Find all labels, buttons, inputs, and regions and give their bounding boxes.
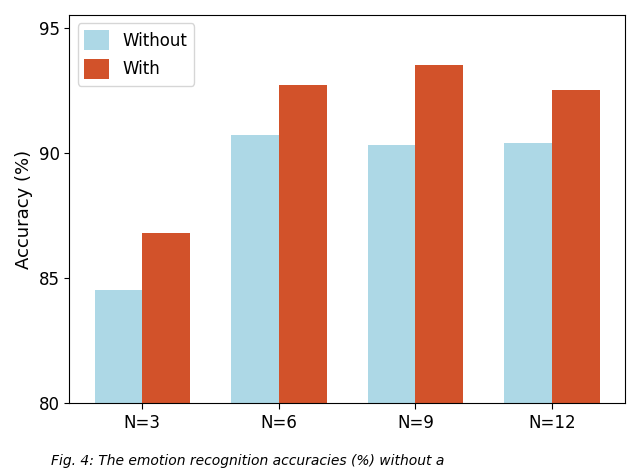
Text: Fig. 4: The emotion recognition accuracies (%) without a: Fig. 4: The emotion recognition accuraci… — [51, 454, 445, 468]
Bar — [504, 143, 552, 470]
Bar — [415, 65, 463, 470]
Legend: Without, With: Without, With — [77, 24, 194, 86]
Y-axis label: Accuracy (%): Accuracy (%) — [15, 149, 33, 268]
Bar — [95, 290, 142, 470]
Bar — [142, 233, 190, 470]
Bar — [367, 145, 415, 470]
Bar — [231, 135, 279, 470]
Bar — [552, 90, 600, 470]
Bar — [279, 85, 326, 470]
